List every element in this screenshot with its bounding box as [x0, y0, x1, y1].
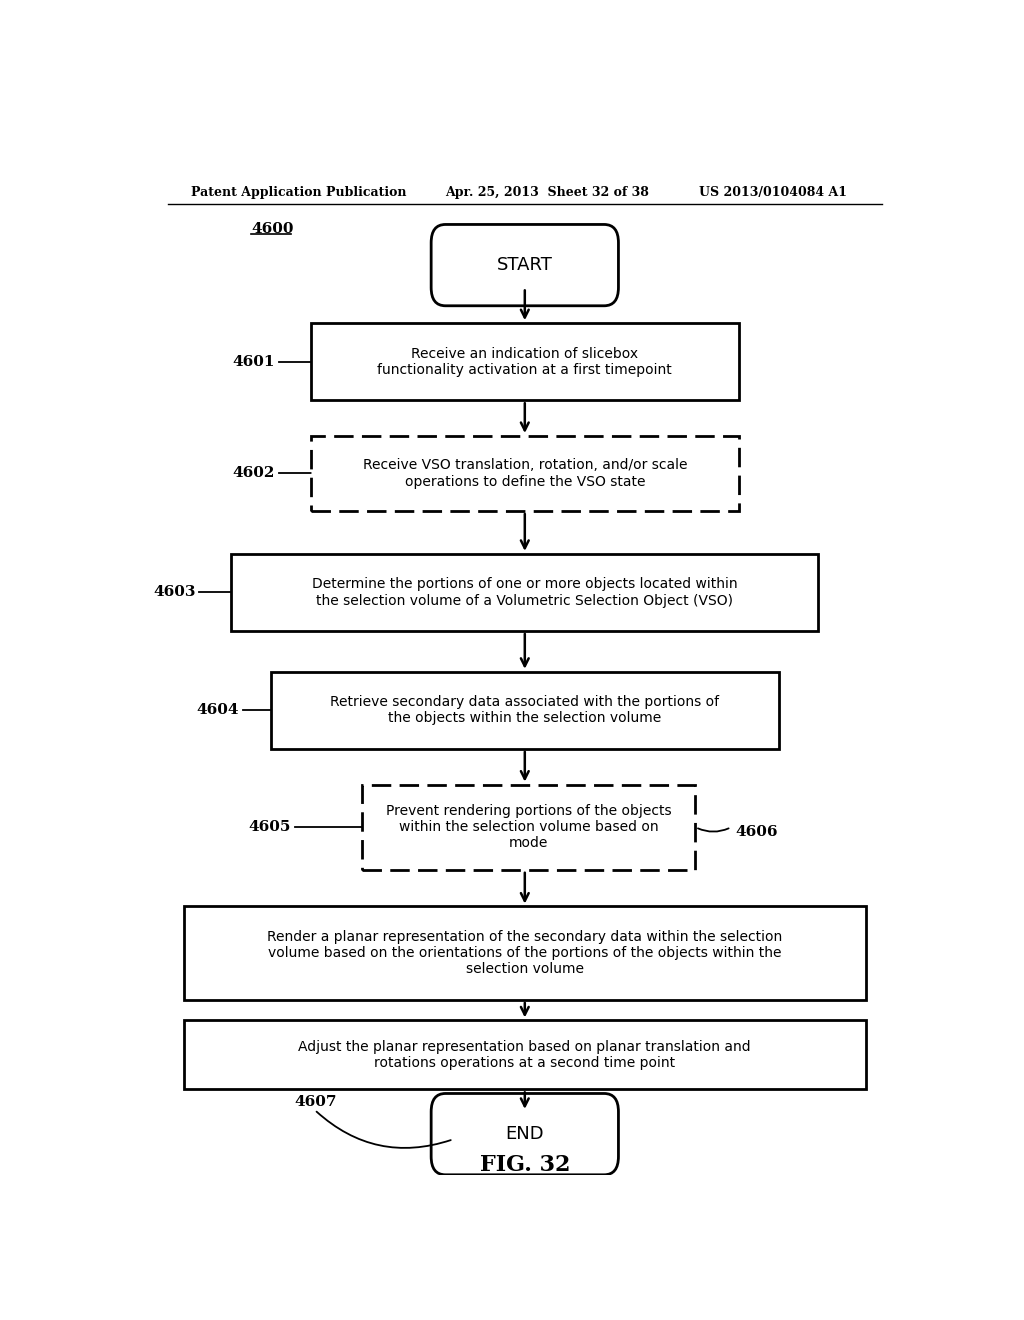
Bar — [310, 323, 739, 400]
Text: Adjust the planar representation based on planar translation and
rotations opera: Adjust the planar representation based o… — [298, 1040, 752, 1071]
Text: 4601: 4601 — [232, 355, 274, 368]
Text: Apr. 25, 2013  Sheet 32 of 38: Apr. 25, 2013 Sheet 32 of 38 — [445, 186, 649, 199]
Text: 4607: 4607 — [295, 1094, 337, 1109]
Text: Receive an indication of slicebox
functionality activation at a first timepoint: Receive an indication of slicebox functi… — [378, 347, 672, 376]
Text: Prevent rendering portions of the objects
within the selection volume based on
m: Prevent rendering portions of the object… — [386, 804, 672, 850]
Bar — [310, 436, 739, 511]
Text: Render a planar representation of the secondary data within the selection
volume: Render a planar representation of the se… — [267, 931, 782, 977]
Text: Patent Application Publication: Patent Application Publication — [191, 186, 407, 199]
Text: 4606: 4606 — [735, 825, 777, 840]
Text: 4603: 4603 — [153, 585, 196, 599]
Bar — [362, 784, 695, 870]
Text: FIG. 32: FIG. 32 — [479, 1154, 570, 1176]
Text: Determine the portions of one or more objects located within
the selection volum: Determine the portions of one or more ob… — [312, 577, 737, 607]
Text: 4604: 4604 — [197, 704, 240, 717]
Bar — [231, 554, 818, 631]
Bar — [183, 1020, 866, 1089]
FancyBboxPatch shape — [431, 224, 618, 306]
FancyBboxPatch shape — [431, 1093, 618, 1175]
Bar — [183, 907, 866, 1001]
Text: Retrieve secondary data associated with the portions of
the objects within the s: Retrieve secondary data associated with … — [330, 696, 720, 726]
Text: 4602: 4602 — [232, 466, 274, 480]
Text: END: END — [506, 1125, 544, 1143]
Bar — [270, 672, 779, 748]
Text: START: START — [497, 256, 553, 275]
Text: US 2013/0104084 A1: US 2013/0104084 A1 — [699, 186, 848, 199]
Text: 4600: 4600 — [251, 222, 294, 235]
Text: 4605: 4605 — [248, 820, 291, 834]
Text: Receive VSO translation, rotation, and/or scale
operations to define the VSO sta: Receive VSO translation, rotation, and/o… — [362, 458, 687, 488]
